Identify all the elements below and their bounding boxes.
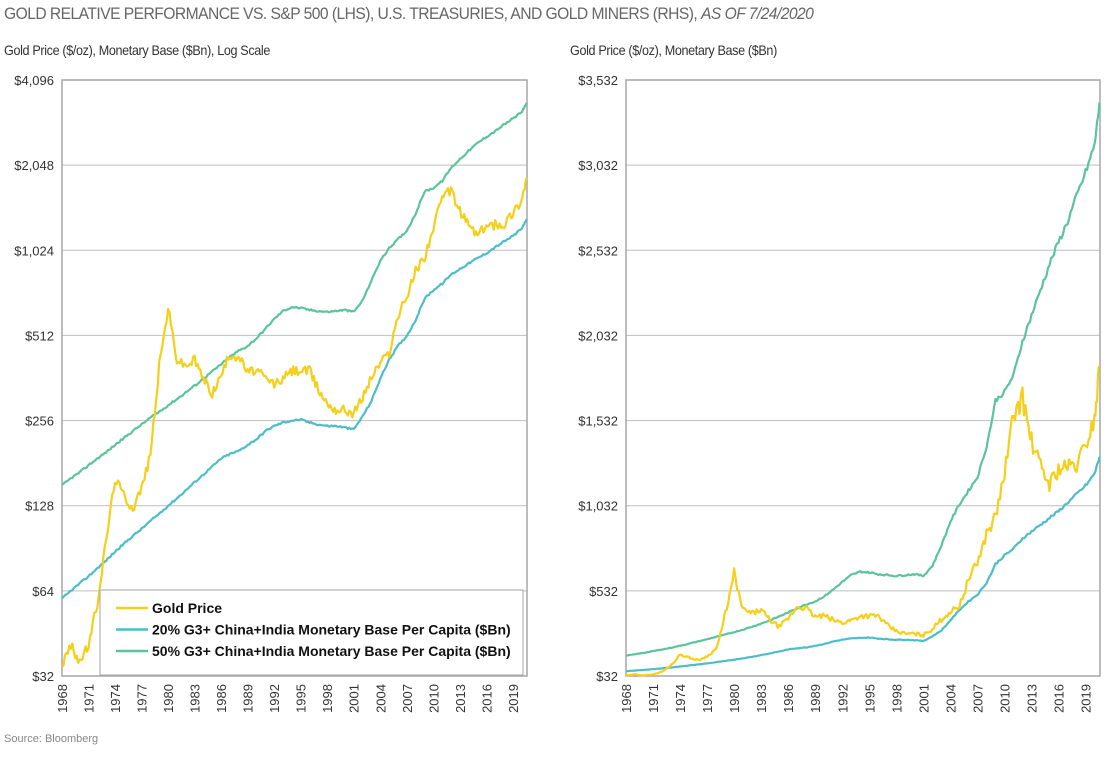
series-gold-price — [625, 365, 1101, 677]
x-tick-label: 2007 — [970, 684, 985, 713]
x-tick-label: 2016 — [479, 684, 494, 713]
title-date: AS OF 7/24/2020 — [701, 4, 814, 23]
series-20pct-monetary-base — [61, 218, 528, 599]
x-tick-label: 1974 — [673, 684, 688, 713]
x-tick-label: 2007 — [400, 684, 415, 713]
x-tick-label: 2001 — [347, 684, 362, 713]
x-tick-label: 1983 — [188, 684, 203, 713]
x-tick-label: 2001 — [916, 684, 931, 713]
y-tick-label: $32 — [32, 669, 54, 684]
x-tick-label: 2004 — [373, 684, 388, 713]
y-tick-label: $3,032 — [578, 158, 618, 173]
x-tick-label: 1992 — [267, 684, 282, 713]
y-tick-label: $64 — [32, 584, 54, 599]
x-tick-label: 1974 — [108, 684, 123, 713]
x-tick-label: 1983 — [754, 684, 769, 713]
title-text: GOLD RELATIVE PERFORMANCE VS. S&P 500 (L… — [4, 4, 698, 23]
x-tick-label: 1977 — [700, 684, 715, 713]
x-tick-label: 2013 — [453, 684, 468, 713]
x-tick-label: 1998 — [320, 684, 335, 713]
x-tick-label: 1989 — [808, 684, 823, 713]
y-tick-label: $2,532 — [578, 243, 618, 258]
legend-label: 50% G3+ China+India Monetary Base Per Ca… — [152, 643, 511, 659]
y-tick-label: $532 — [589, 584, 618, 599]
chart-title: GOLD RELATIVE PERFORMANCE VS. S&P 500 (L… — [4, 4, 814, 24]
series-50pct-monetary-base — [61, 102, 528, 486]
x-tick-label: 1995 — [862, 684, 877, 713]
y-tick-label: $2,048 — [14, 158, 54, 173]
y-tick-label: $1,032 — [578, 499, 618, 514]
x-tick-label: 2016 — [1052, 684, 1067, 713]
right-chart: $32 $532 $1,032 $1,532 $2,032 $2,532 $3,032 $3,… — [578, 73, 1101, 713]
x-tick-label: 2004 — [943, 684, 958, 713]
series-gold-price — [61, 177, 528, 668]
legend-label: Gold Price — [152, 600, 222, 616]
x-tick-label: 2019 — [1079, 684, 1094, 713]
y-tick-label: $512 — [25, 328, 54, 343]
y-tick-label: $1,024 — [14, 243, 54, 258]
x-tick-label: 1986 — [214, 684, 229, 713]
x-tick-label: 1989 — [241, 684, 256, 713]
series-20pct-monetary-base — [625, 456, 1101, 673]
x-tick-label: 1977 — [135, 684, 150, 713]
x-tick-label: 1998 — [889, 684, 904, 713]
right-chart-subtitle: Gold Price ($/oz), Monetary Base ($Bn) — [570, 42, 777, 58]
plot-frame — [61, 79, 528, 677]
left-chart: $32 $64 $128 $256 $512 $1,024 $2,048 $4,096 1968… — [14, 73, 528, 713]
x-tick-label: 1986 — [781, 684, 796, 713]
series-50pct-monetary-base — [625, 102, 1101, 657]
y-tick-label: $2,032 — [578, 328, 618, 343]
x-tick-label: 1968 — [55, 684, 70, 713]
y-tick-label: $1,532 — [578, 414, 618, 429]
legend-box — [99, 589, 524, 676]
x-tick-label: 1968 — [619, 684, 634, 713]
y-tick-label: $128 — [25, 499, 54, 514]
y-tick-label: $32 — [596, 669, 618, 684]
x-tick-label: 1992 — [835, 684, 850, 713]
y-tick-label: $256 — [25, 414, 54, 429]
legend: Gold Price 20% G3+ China+India Monetary B… — [99, 589, 524, 676]
x-tick-label: 2010 — [997, 684, 1012, 713]
x-tick-label: 1971 — [646, 684, 661, 713]
x-tick-label: 2010 — [426, 684, 441, 713]
x-tick-label: 2019 — [506, 684, 521, 713]
x-tick-label: 2013 — [1025, 684, 1040, 713]
x-tick-label: 1971 — [82, 684, 97, 713]
plot-frame — [625, 79, 1101, 677]
x-tick-label: 1980 — [727, 684, 742, 713]
source-note: Source: Bloomberg — [4, 733, 99, 745]
x-tick-label: 1980 — [161, 684, 176, 713]
legend-label: 20% G3+ China+India Monetary Base Per Ca… — [152, 622, 511, 638]
x-tick-label: 1995 — [294, 684, 309, 713]
y-tick-label: $4,096 — [14, 73, 54, 88]
left-chart-subtitle: Gold Price ($/oz), Monetary Base ($Bn), … — [4, 42, 270, 58]
y-tick-label: $3,532 — [578, 73, 618, 88]
